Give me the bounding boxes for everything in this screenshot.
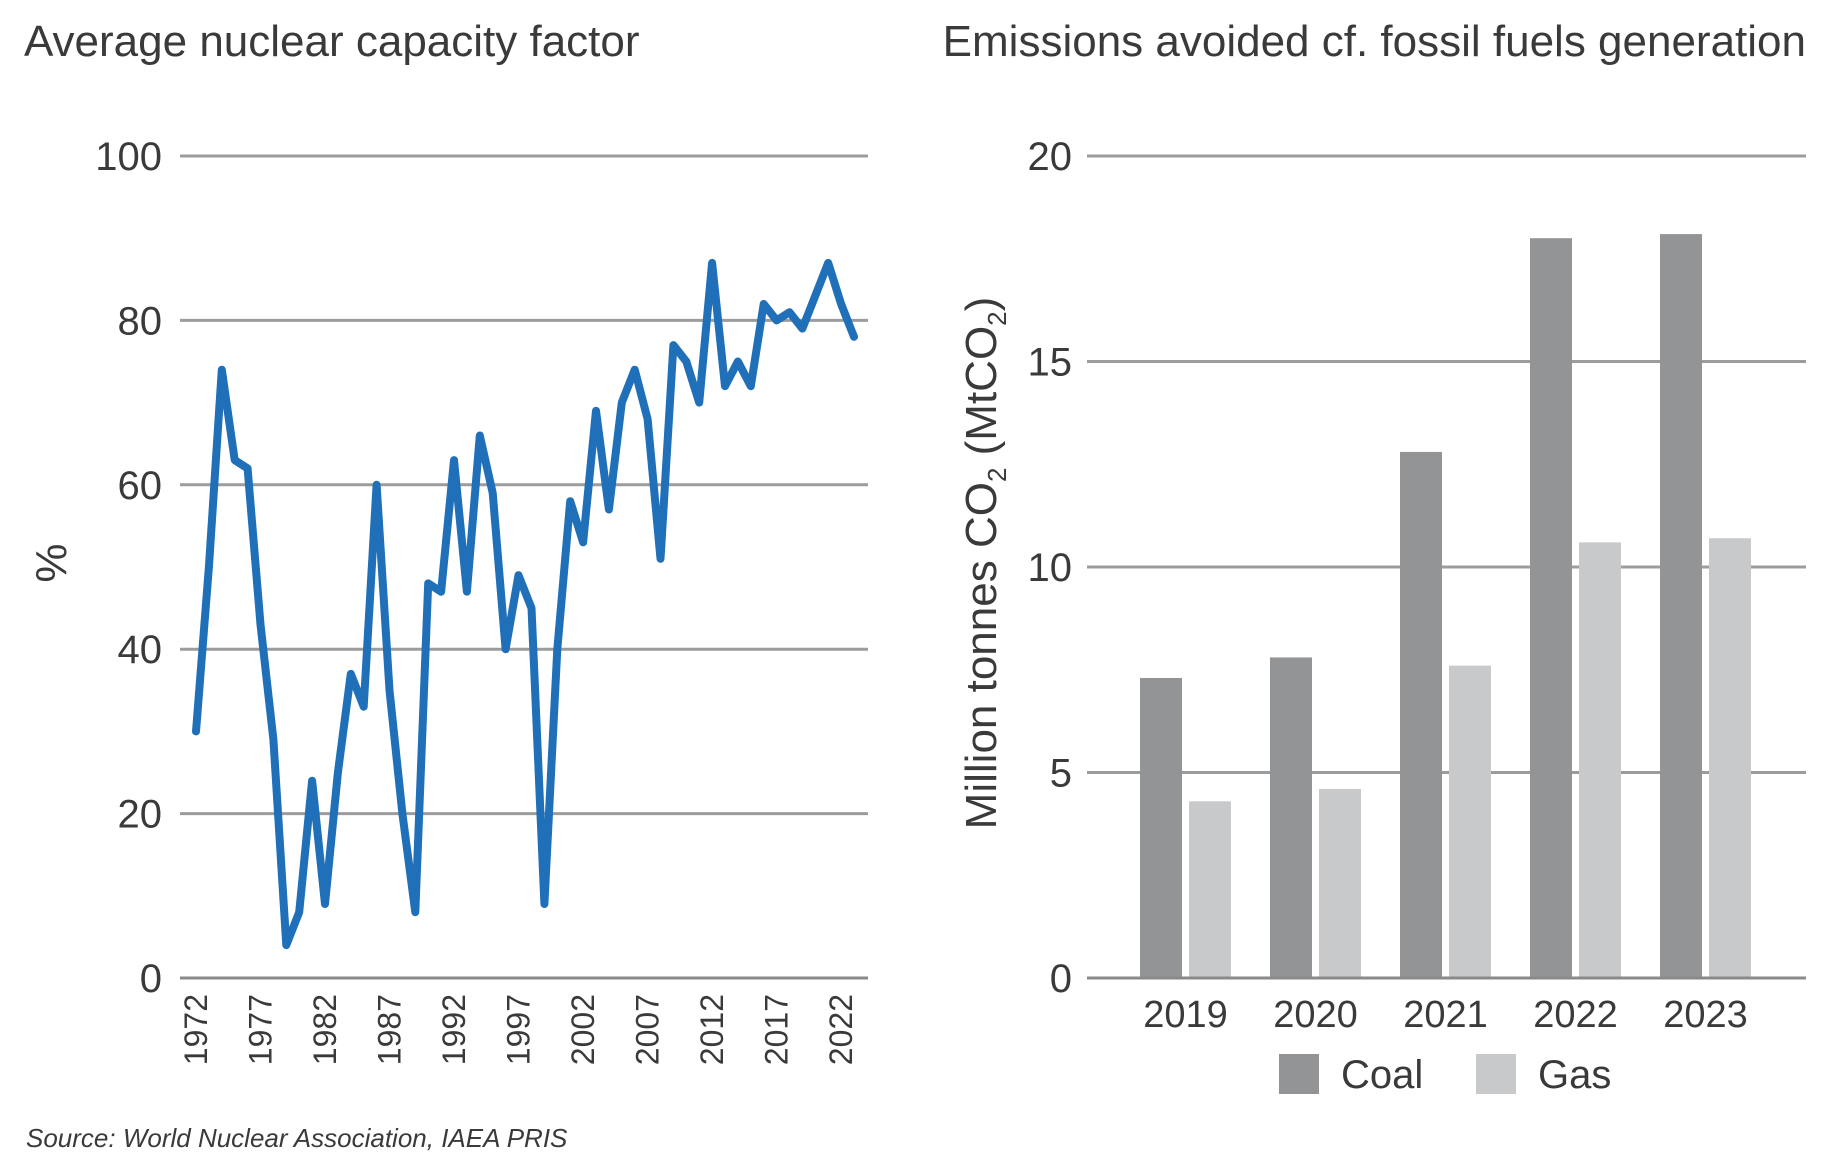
legend-label-coal: Coal: [1341, 1053, 1423, 1097]
bar-gas-2019: [1189, 801, 1231, 977]
left-x-tick-label: 2007: [630, 994, 666, 1065]
category-label: 2020: [1273, 994, 1358, 1036]
category-label: 2023: [1663, 994, 1748, 1036]
capacity-factor-chart: Average nuclear capacity factor 0 20 40 60 8…: [24, 17, 868, 1065]
left-x-tick-label: 2002: [565, 994, 601, 1065]
left-y-tick-label: 60: [118, 464, 163, 508]
left-x-tick-label: 2012: [694, 994, 730, 1065]
capacity-factor-line: [192, 258, 858, 950]
right-y-tick-label: 20: [1028, 135, 1073, 179]
right-y-tick-label: 10: [1028, 546, 1073, 590]
bar-gas-2023: [1709, 538, 1751, 977]
left-x-tick-label: 1987: [372, 994, 408, 1065]
bar-gas-2022: [1579, 542, 1621, 977]
left-x-tick-labels: 1972 1977 1982 1987 1992 1997 2002 2007 2012 2017…: [178, 994, 859, 1065]
left-x-tick-label: 1997: [501, 994, 537, 1065]
source-note: Source: World Nuclear Association, IAEA …: [26, 1123, 568, 1153]
bar-coal-2021: [1400, 451, 1442, 977]
category-labels: 2019 2020 2021 2022 2023: [1143, 994, 1748, 1036]
bar-gas-2020: [1319, 788, 1361, 977]
bar-coal-2019: [1140, 677, 1182, 977]
left-gridlines: [180, 154, 868, 980]
left-x-tick-label: 1977: [243, 994, 279, 1065]
left-y-tick-label: 80: [118, 299, 163, 343]
bar-coal-2022: [1530, 238, 1572, 977]
left-y-tick-labels: 0 20 40 60 80 100: [95, 135, 162, 1001]
right-y-tick-labels: 0 5 10 15 20: [1028, 135, 1073, 1001]
right-y-axis-label: Million tonnes CO2 (MtCO2): [957, 297, 1012, 830]
legend: Coal Gas: [1279, 1053, 1611, 1097]
category-label: 2021: [1403, 994, 1488, 1036]
left-x-tick-label: 1972: [178, 994, 214, 1065]
bar-gas-2021: [1449, 665, 1491, 977]
legend-label-gas: Gas: [1538, 1053, 1611, 1097]
left-y-tick-label: 40: [118, 628, 163, 672]
bars: [1140, 234, 1751, 977]
left-chart-title: Average nuclear capacity factor: [24, 17, 640, 66]
right-y-tick-label: 15: [1028, 341, 1073, 385]
left-y-tick-label: 100: [95, 135, 162, 179]
category-label: 2019: [1143, 994, 1228, 1036]
category-label: 2022: [1533, 994, 1618, 1036]
right-chart-title: Emissions avoided cf. fossil fuels gener…: [943, 17, 1806, 66]
right-y-tick-label: 0: [1050, 957, 1072, 1001]
left-x-tick-label: 1992: [436, 994, 472, 1065]
emissions-avoided-chart: Emissions avoided cf. fossil fuels gener…: [943, 17, 1806, 1097]
left-y-tick-label: 0: [140, 957, 162, 1001]
left-x-tick-label: 2017: [759, 994, 795, 1065]
legend-swatch-gas: [1476, 1054, 1516, 1094]
left-x-tick-label: 2022: [823, 994, 859, 1065]
bar-coal-2020: [1270, 657, 1312, 977]
left-y-tick-label: 20: [118, 793, 163, 837]
legend-swatch-coal: [1279, 1054, 1319, 1094]
right-y-tick-label: 5: [1050, 752, 1072, 796]
bar-coal-2023: [1660, 234, 1702, 977]
left-x-tick-label: 1982: [307, 994, 343, 1065]
left-y-axis-label: %: [27, 543, 76, 582]
